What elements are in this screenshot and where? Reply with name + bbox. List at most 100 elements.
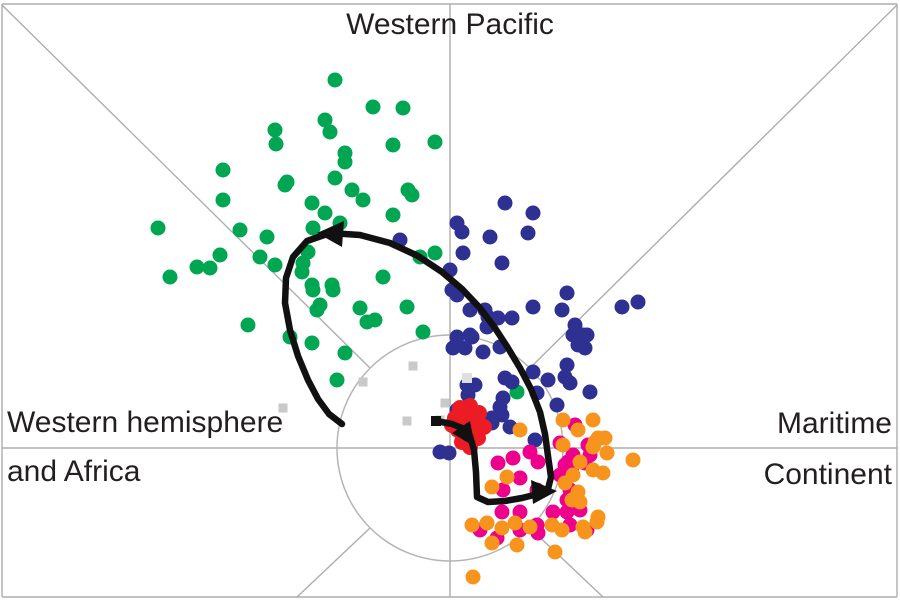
green-cluster-western-pacific-point xyxy=(385,207,401,223)
gray-squares-near-center-point xyxy=(278,403,288,413)
green-cluster-western-pacific-point xyxy=(317,205,333,221)
orange-cluster-maritime-continent-point xyxy=(570,422,586,438)
grid-line xyxy=(529,527,604,598)
green-cluster-western-pacific-point xyxy=(322,124,338,140)
orange-cluster-maritime-continent-point xyxy=(512,422,528,438)
blue-cluster-point xyxy=(525,205,541,221)
orange-cluster-maritime-continent-point xyxy=(547,544,563,560)
blue-cluster-point xyxy=(614,299,630,315)
orange-cluster-maritime-continent-point xyxy=(484,479,500,495)
green-cluster-western-pacific-point xyxy=(395,100,411,116)
orange-cluster-maritime-continent-point xyxy=(575,519,591,535)
orange-cluster-maritime-continent-point xyxy=(572,454,588,470)
label-line-western-hemisphere: Western hemisphere xyxy=(7,406,284,439)
green-cluster-western-pacific-point xyxy=(277,177,293,193)
magenta-cluster-point xyxy=(505,450,521,466)
green-cluster-western-pacific-point xyxy=(427,134,443,150)
orange-cluster-maritime-continent-point xyxy=(544,517,560,533)
blue-cluster-point xyxy=(525,299,541,315)
gray-squares-near-center-point xyxy=(402,416,412,426)
gray-squares-near-center-point xyxy=(408,361,418,371)
orange-cluster-maritime-continent-point xyxy=(585,412,601,428)
magenta-cluster-point xyxy=(530,454,546,470)
green-cluster-western-pacific-point xyxy=(337,154,353,170)
magenta-cluster-point xyxy=(512,470,528,486)
magenta-cluster-point xyxy=(490,455,506,471)
green-cluster-western-pacific-point xyxy=(365,99,381,115)
blue-cluster-point xyxy=(462,327,478,343)
green-cluster-western-pacific-point xyxy=(305,220,321,236)
blue-cluster-point xyxy=(562,375,578,391)
orange-cluster-maritime-continent-point xyxy=(597,430,613,446)
green-cluster-western-pacific-point xyxy=(344,182,360,198)
green-cluster-western-pacific-point xyxy=(355,192,371,208)
green-cluster-western-pacific-point xyxy=(375,269,391,285)
arrow-left-top xyxy=(317,221,344,247)
blue-cluster-point xyxy=(540,372,556,388)
blue-cluster-point xyxy=(495,390,511,406)
orange-cluster-maritime-continent-point xyxy=(507,515,523,531)
magenta-cluster-point xyxy=(522,444,538,460)
green-cluster-western-pacific-point xyxy=(294,264,310,280)
green-cluster-western-pacific-point xyxy=(267,257,283,273)
orange-cluster-maritime-continent-point xyxy=(625,452,641,468)
blue-cluster-point xyxy=(457,340,473,356)
green-cluster-western-pacific-point xyxy=(400,182,416,198)
blue-cluster-point xyxy=(454,224,470,240)
green-cluster-western-pacific-point xyxy=(327,170,343,186)
green-cluster-western-pacific-point xyxy=(215,162,231,178)
blue-cluster-point xyxy=(504,310,520,326)
green-cluster-western-pacific-point xyxy=(399,299,415,315)
orange-cluster-maritime-continent-point xyxy=(555,412,571,428)
orange-cluster-maritime-continent-point xyxy=(555,437,571,453)
blue-cluster-point xyxy=(554,302,570,318)
magenta-cluster-point xyxy=(494,504,510,520)
light-gray-square-point xyxy=(462,373,472,383)
orange-cluster-maritime-continent-point xyxy=(484,535,500,551)
blue-cluster-point xyxy=(525,364,541,380)
orange-cluster-maritime-continent-point xyxy=(589,514,605,530)
blue-cluster-point xyxy=(455,245,471,261)
orange-cluster-maritime-continent-point xyxy=(494,520,510,536)
gray-squares-near-center-point xyxy=(440,398,450,408)
green-cluster-western-pacific-point xyxy=(162,269,178,285)
blue-cluster-point xyxy=(577,340,593,356)
orange-cluster-maritime-continent-point xyxy=(599,445,615,461)
green-cluster-western-pacific-point xyxy=(189,259,205,275)
green-cluster-western-pacific-point xyxy=(268,136,284,152)
green-cluster-western-pacific-point xyxy=(232,222,248,238)
green-cluster-western-pacific-point xyxy=(337,345,353,361)
green-cluster-western-pacific-point xyxy=(415,324,431,340)
label-line-maritime: Maritime xyxy=(776,407,892,440)
green-cluster-western-pacific-point xyxy=(215,192,231,208)
blue-cluster-point xyxy=(579,327,595,343)
orange-cluster-maritime-continent-point xyxy=(509,537,525,553)
magenta-cluster-point xyxy=(559,504,575,520)
green-cluster-western-pacific-point xyxy=(240,317,256,333)
black-trajectory-loop xyxy=(281,229,555,506)
blue-cluster-point xyxy=(582,384,598,400)
blue-cluster-point xyxy=(549,397,565,413)
green-cluster-western-pacific-point xyxy=(202,260,218,276)
green-cluster-western-pacific-point xyxy=(212,247,228,263)
label-western-pacific: Western Pacific xyxy=(346,8,554,41)
green-cluster-western-pacific-point xyxy=(327,72,343,88)
green-cluster-western-pacific-point xyxy=(259,229,275,245)
magenta-cluster-point xyxy=(545,504,561,520)
green-cluster-western-pacific-point xyxy=(317,112,333,128)
blue-cluster-point xyxy=(497,195,513,211)
blue-cluster-point xyxy=(559,357,575,373)
green-cluster-western-pacific-point xyxy=(352,300,368,316)
label-line-and-africa: and Africa xyxy=(7,455,141,488)
orange-cluster-maritime-continent-point xyxy=(557,475,573,491)
green-cluster-western-pacific-point xyxy=(385,137,401,153)
orange-cluster-maritime-continent-point xyxy=(522,519,538,535)
green-cluster-western-pacific-point xyxy=(150,220,166,236)
blue-cluster-point xyxy=(504,374,520,390)
blue-cluster-point xyxy=(441,445,457,461)
arrow-down-right-near-center xyxy=(452,421,475,447)
blue-cluster-point xyxy=(475,344,491,360)
green-cluster-western-pacific-point xyxy=(427,245,443,261)
